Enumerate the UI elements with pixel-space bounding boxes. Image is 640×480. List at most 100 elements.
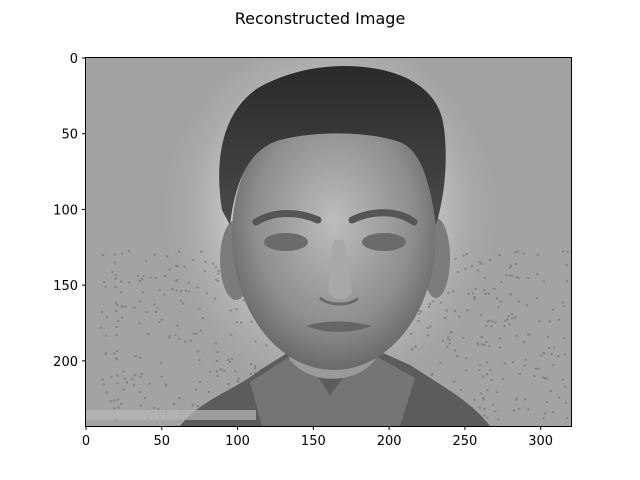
noise-speckle <box>116 350 119 353</box>
noise-speckle <box>149 276 152 279</box>
noise-speckle <box>561 301 564 304</box>
noise-speckle <box>216 351 219 354</box>
noise-speckle <box>553 346 556 349</box>
noise-speckle <box>549 390 552 392</box>
noise-speckle <box>426 327 429 330</box>
noise-speckle <box>515 334 518 337</box>
noise-speckle <box>105 391 108 394</box>
noise-speckle <box>449 332 452 335</box>
noise-speckle <box>483 407 486 410</box>
mouth <box>306 321 372 332</box>
noise-speckle <box>495 297 498 300</box>
noise-speckle <box>482 396 484 399</box>
noise-speckle <box>566 417 569 420</box>
noise-speckle <box>480 262 483 265</box>
noise-speckle <box>133 306 136 309</box>
noise-speckle <box>499 346 501 349</box>
noise-speckle <box>184 340 187 343</box>
noise-speckle <box>160 361 163 364</box>
noise-speckle <box>511 317 514 320</box>
noise-speckle <box>174 334 177 337</box>
noise-speckle <box>485 324 488 327</box>
noise-speckle <box>104 286 107 289</box>
right-eyebrow <box>348 209 418 226</box>
noise-speckle <box>485 341 488 343</box>
noise-speckle <box>477 343 480 346</box>
noise-speckle <box>474 287 477 290</box>
noise-speckle <box>102 383 105 386</box>
right-eye <box>362 233 406 251</box>
noise-speckle <box>511 361 514 364</box>
noise-speckle <box>139 356 142 359</box>
noise-speckle <box>204 260 207 263</box>
noise-speckle <box>509 274 512 277</box>
noise-speckle <box>448 342 451 345</box>
noise-speckle <box>110 400 113 403</box>
noise-speckle <box>478 261 481 264</box>
noise-speckle <box>101 378 104 381</box>
noise-speckle <box>115 356 118 359</box>
noise-speckle <box>483 289 486 292</box>
noise-speckle <box>431 373 434 376</box>
noise-speckle <box>444 316 447 319</box>
noise-speckle <box>478 369 481 372</box>
noise-speckle <box>166 255 169 258</box>
noise-speckle <box>148 382 151 385</box>
noise-speckle <box>103 281 106 284</box>
noise-speckle <box>182 302 185 305</box>
noise-speckle <box>410 332 412 335</box>
noise-speckle <box>527 277 530 280</box>
noise-speckle <box>466 309 469 312</box>
noise-speckle <box>517 276 520 279</box>
noise-speckle <box>446 346 449 349</box>
noise-speckle <box>115 326 118 329</box>
noise-speckle <box>120 280 122 283</box>
noise-speckle <box>215 370 218 373</box>
noise-speckle <box>175 289 178 292</box>
noise-speckle <box>237 377 240 380</box>
noise-speckle <box>242 299 245 302</box>
noise-speckle <box>480 392 483 395</box>
noise-speckle <box>215 342 217 345</box>
noise-speckle <box>134 355 137 358</box>
noise-speckle <box>229 361 231 363</box>
noise-speckle <box>552 364 555 367</box>
noise-speckle <box>418 312 421 315</box>
noise-speckle <box>104 334 107 337</box>
noise-speckle <box>145 311 148 314</box>
noise-speckle <box>122 305 125 308</box>
noise-speckle <box>480 336 483 339</box>
noise-speckle <box>464 267 467 270</box>
noise-speckle <box>465 253 468 256</box>
left-eyebrow <box>252 210 322 226</box>
noise-speckle <box>499 300 502 303</box>
noise-speckle <box>157 408 160 411</box>
noise-speckle <box>160 375 163 378</box>
y-tick-label: 0 <box>70 52 78 67</box>
noise-speckle <box>563 337 566 340</box>
noise-speckle <box>116 374 119 377</box>
noise-speckle <box>114 285 117 288</box>
noise-speckle <box>153 303 156 306</box>
noise-speckle <box>235 308 238 310</box>
noise-speckle <box>240 321 242 324</box>
noise-speckle <box>250 320 253 323</box>
noise-speckle <box>265 344 268 347</box>
noise-speckle <box>490 325 493 328</box>
noise-speckle <box>542 376 545 379</box>
noise-speckle <box>484 276 486 279</box>
noise-speckle <box>229 309 232 312</box>
noise-speckle <box>534 367 537 370</box>
noise-speckle <box>209 370 212 373</box>
noise-speckle <box>538 320 541 323</box>
noise-speckle <box>476 342 479 345</box>
noise-speckle <box>199 329 202 332</box>
noise-speckle <box>547 335 549 338</box>
noise-speckle <box>536 254 539 257</box>
noise-speckle <box>114 277 117 280</box>
noise-speckle <box>223 370 226 372</box>
noise-speckle <box>140 372 143 375</box>
noise-speckle <box>178 250 180 253</box>
noise-speckle <box>237 380 240 383</box>
noise-speckle <box>196 286 199 289</box>
